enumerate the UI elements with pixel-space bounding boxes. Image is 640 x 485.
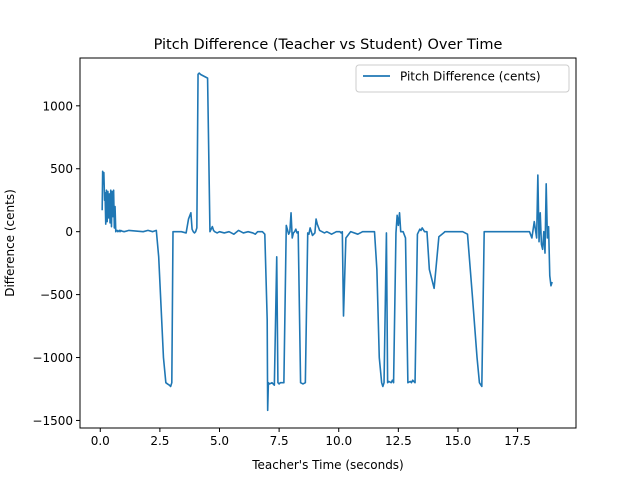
x-axis: 0.0 2.5 5.0 7.5 10.0 12.5 15.0 17.5 — [91, 428, 531, 448]
y-tick-label: −1500 — [32, 414, 73, 428]
x-tick-label: 17.5 — [504, 434, 531, 448]
y-tick-label: 0 — [65, 225, 73, 239]
chart-title: Pitch Difference (Teacher vs Student) Ov… — [154, 37, 503, 53]
y-tick-label: 500 — [50, 162, 73, 176]
legend-label: Pitch Difference (cents) — [400, 70, 541, 84]
x-tick-label: 0.0 — [91, 434, 110, 448]
y-tick-label: 1000 — [42, 99, 73, 113]
y-tick-label: −1000 — [32, 351, 73, 365]
x-axis-label: Teacher's Time (seconds) — [251, 458, 404, 472]
series-line-0 — [101, 72, 553, 412]
y-axis: −1500 −1000 −500 0 500 1000 — [32, 99, 80, 428]
x-tick-label: 2.5 — [150, 434, 169, 448]
legend-box — [355, 64, 570, 93]
plot-frame — [79, 57, 577, 429]
x-tick-label: 12.5 — [385, 434, 412, 448]
x-tick-label: 5.0 — [210, 434, 229, 448]
y-axis-label: Difference (cents) — [3, 189, 17, 297]
legend: Pitch Difference (cents) — [355, 64, 570, 93]
x-tick-label: 15.0 — [445, 434, 472, 448]
series-layer — [101, 72, 553, 412]
x-tick-label: 10.0 — [325, 434, 352, 448]
y-tick-label: −500 — [40, 288, 73, 302]
x-tick-label: 7.5 — [270, 434, 289, 448]
